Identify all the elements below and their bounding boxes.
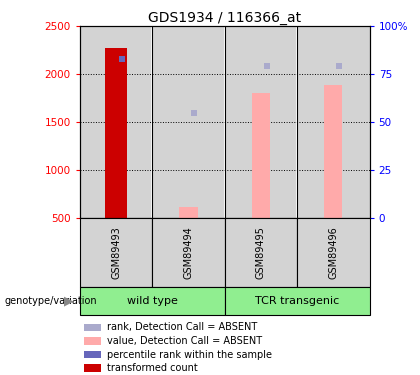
Title: GDS1934 / 116366_at: GDS1934 / 116366_at bbox=[148, 11, 301, 25]
Text: GSM89496: GSM89496 bbox=[328, 226, 339, 279]
Text: GSM89495: GSM89495 bbox=[256, 226, 266, 279]
Bar bbox=[324, 85, 342, 218]
Text: GSM89493: GSM89493 bbox=[111, 226, 121, 279]
Text: TCR transgenic: TCR transgenic bbox=[255, 296, 339, 306]
Text: percentile rank within the sample: percentile rank within the sample bbox=[107, 350, 272, 360]
Text: ▶: ▶ bbox=[64, 294, 74, 307]
Text: rank, Detection Call = ABSENT: rank, Detection Call = ABSENT bbox=[107, 322, 257, 332]
Text: transformed count: transformed count bbox=[107, 363, 198, 373]
Bar bbox=[105, 48, 127, 217]
Bar bbox=[80, 26, 152, 218]
Text: genotype/variation: genotype/variation bbox=[4, 296, 97, 306]
Bar bbox=[152, 26, 225, 218]
Bar bbox=[225, 26, 297, 218]
Text: GSM89494: GSM89494 bbox=[184, 226, 194, 279]
Bar bbox=[252, 93, 270, 218]
Bar bbox=[179, 207, 197, 218]
Text: value, Detection Call = ABSENT: value, Detection Call = ABSENT bbox=[107, 336, 262, 346]
Text: wild type: wild type bbox=[127, 296, 178, 306]
Bar bbox=[297, 26, 370, 218]
